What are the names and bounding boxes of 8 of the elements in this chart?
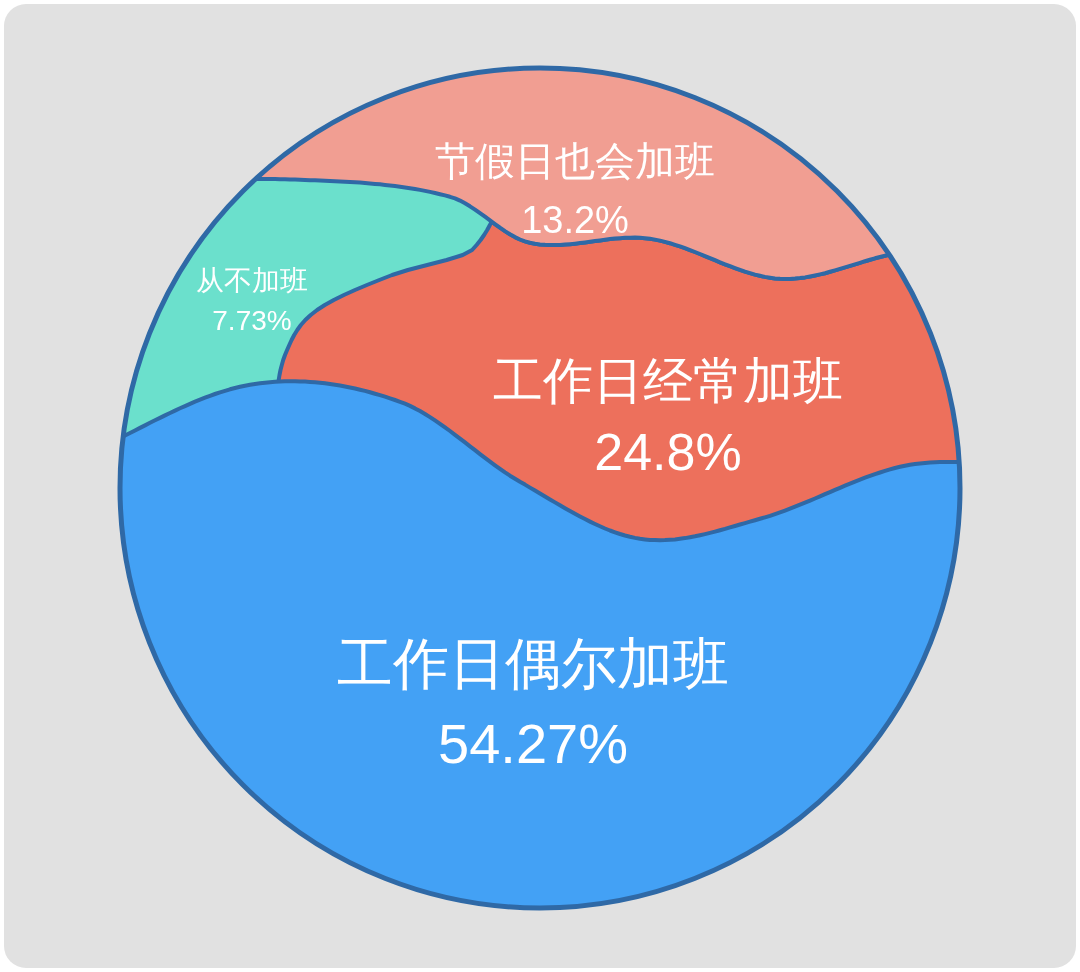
data-label: 54.27% — [438, 712, 628, 775]
category-label: 工作日经常加班 — [493, 353, 843, 409]
category-label: 工作日偶尔加班 — [337, 632, 729, 695]
data-label: 13.2% — [521, 199, 629, 241]
category-label: 节假日也会加班 — [435, 139, 715, 183]
category-label: 从不加班 — [196, 265, 308, 296]
data-label: 7.73% — [212, 305, 292, 336]
data-label: 24.8% — [594, 423, 742, 481]
